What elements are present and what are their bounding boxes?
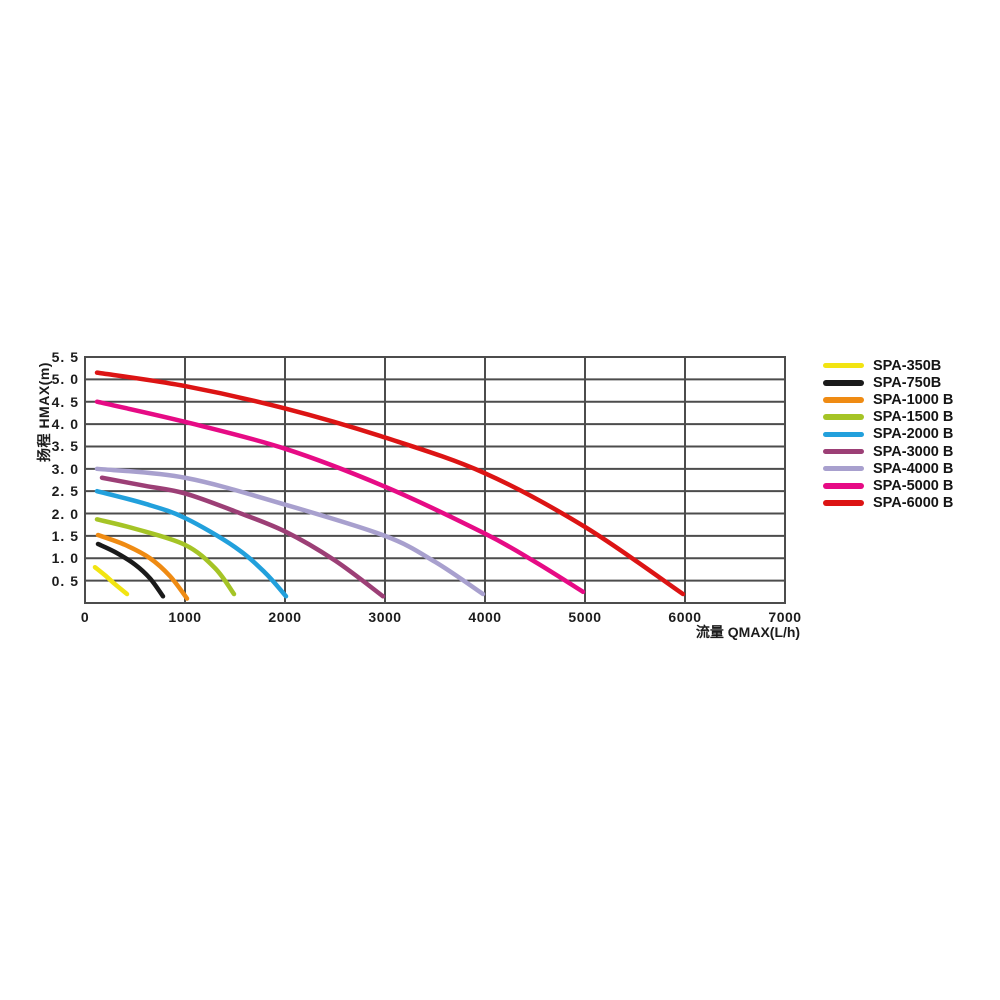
- y-tick-label: 0. 5: [51, 572, 79, 589]
- legend-swatch-icon: [823, 380, 864, 386]
- legend-label: SPA-2000 B: [873, 426, 954, 443]
- legend-swatch-icon: [823, 483, 864, 489]
- legend-label: SPA-1500 B: [873, 409, 954, 426]
- y-tick-label: 5. 5: [51, 349, 79, 365]
- legend-swatch-icon: [823, 414, 864, 420]
- curve-SPA-5000B: [94, 399, 586, 595]
- legend-label: SPA-1000 B: [873, 391, 954, 408]
- x-tick-label: 5000: [568, 609, 602, 625]
- legend-item-SPA-1000B: SPA-1000 B: [823, 391, 953, 408]
- y-tick-label: 1. 0: [51, 550, 79, 567]
- legend-item-SPA-1500B: SPA-1500 B: [823, 409, 953, 426]
- curve-SPA-6000B: [94, 370, 686, 597]
- legend-item-SPA-6000B: SPA-6000 B: [823, 495, 953, 512]
- legend-item-SPA-4000B: SPA-4000 B: [823, 460, 953, 477]
- x-tick-label: 3000: [368, 609, 402, 625]
- x-tick-label: 4000: [468, 609, 502, 625]
- legend-swatch-icon: [823, 397, 864, 403]
- y-tick-label: 2. 0: [51, 505, 79, 522]
- x-tick-label: 0: [80, 609, 90, 625]
- legend-swatch-icon: [823, 431, 864, 438]
- legend-label: SPA-6000 B: [873, 495, 954, 512]
- legend-swatch-icon: [823, 362, 864, 369]
- curve-SPA-2000B: [94, 488, 289, 599]
- legend-swatch-icon: [823, 500, 864, 506]
- y-tick-label: 2. 5: [51, 483, 79, 500]
- y-tick-label: 5. 0: [51, 371, 79, 388]
- y-tick-label: 1. 5: [51, 527, 79, 544]
- x-tick-label: 2000: [268, 609, 302, 625]
- y-tick-label: 3. 0: [51, 460, 79, 477]
- legend-swatch-icon: [823, 465, 864, 472]
- legend-item-SPA-5000B: SPA-5000 B: [823, 477, 953, 494]
- legend-swatch-icon: [823, 448, 864, 455]
- legend-label: SPA-350B: [873, 357, 942, 374]
- y-tick-label: 4. 0: [51, 416, 79, 433]
- plot-border: [84, 356, 786, 604]
- y-tick-label: 3. 5: [51, 438, 79, 455]
- legend-item-SPA-3000B: SPA-3000 B: [823, 443, 953, 460]
- legend-item-SPA-2000B: SPA-2000 B: [823, 426, 953, 443]
- curve-SPA-4000B: [94, 466, 486, 597]
- curve-SPA-1000B: [95, 532, 190, 601]
- legend-item-SPA-350B: SPA-350B: [823, 357, 953, 374]
- x-tick-label: 1000: [168, 609, 202, 625]
- curve-SPA-3000B: [99, 475, 386, 599]
- legend-label: SPA-3000 B: [873, 443, 954, 460]
- x-axis-title: 流量 QMAX(L/h): [695, 624, 801, 640]
- curve-SPA-1500B: [94, 517, 237, 597]
- x-tick-label: 7000: [768, 609, 802, 625]
- legend-label: SPA-5000 B: [873, 477, 954, 494]
- legend-label: SPA-4000 B: [873, 460, 954, 477]
- x-tick-label: 6000: [668, 609, 702, 625]
- legend-item-SPA-750B: SPA-750B: [823, 374, 953, 391]
- curve-SPA-350B: [92, 564, 130, 597]
- y-tick-label: 4. 5: [51, 393, 79, 410]
- legend: SPA-350B SPA-750B SPA-1000 B SPA-1500 B SPA-…: [823, 357, 953, 512]
- curve-SPA-750B: [95, 541, 166, 599]
- legend-label: SPA-750B: [873, 374, 942, 391]
